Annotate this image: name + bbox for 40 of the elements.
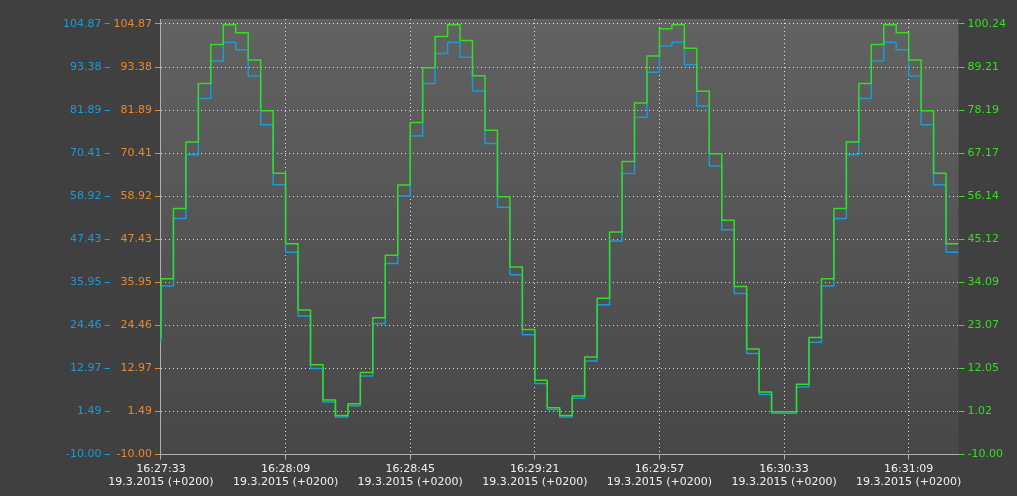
y-tick-label: 58.92 [120,189,152,203]
y2-tick-label: 89.21 [967,59,1000,73]
y3-tick-label: 93.38 [69,59,102,73]
y3-tick-label: 24.46 [69,318,102,332]
y3-tick-label: 58.92 [69,189,102,203]
y2-tick-label: 100.24 [967,16,1007,30]
y-tick-label: 70.41 [120,146,152,160]
y-tick-label: 1.49 [127,404,152,418]
x-tick-label: 16:31:09 19.3.2015 (+0200) [856,462,962,489]
y2-tick-label: 45.12 [967,232,1000,246]
x-tick-label: 16:28:09 19.3.2015 (+0200) [232,462,339,489]
y3-tick-label: 12.97 [69,361,102,375]
x-tick-label: 16:28:45 19.3.2015 (+0200) [357,462,463,489]
y-tick-label: 93.38 [120,59,152,73]
y3-tick-label: 35.95 [69,275,102,289]
y-tick-label: 24.46 [120,318,152,332]
x-tick-label: 16:27:33 19.3.2015 (+0200) [108,462,214,489]
y-tick-label: 104.87 [113,16,152,30]
y2-tick-label: 23.07 [967,318,1000,332]
y-tick-label: -10.00 [116,447,152,461]
y-tick-label: 81.89 [120,102,152,116]
y-tick-label: 35.95 [120,275,152,289]
y-tick-label: 12.97 [120,361,152,375]
y2-tick-label: 12.05 [967,361,1000,375]
y2-tick-label: 78.19 [967,102,1000,116]
y-tick-label: 47.43 [120,232,152,246]
y3-tick-label: -10.00 [66,447,102,461]
y2-tick-label: 1.02 [967,404,993,418]
y3-tick-label: 1.49 [76,404,102,418]
y3-tick-label: 70.41 [69,146,102,160]
x-tick-label: 16:30:33 19.3.2015 (+0200) [731,462,837,489]
x-tick-label: 16:29:57 19.3.2015 (+0200) [606,462,713,489]
y2-tick-label: 56.14 [967,189,1000,203]
y3-tick-label: 81.89 [69,102,102,116]
y3-tick-label: 104.87 [62,16,102,30]
y3-tick-label: 47.43 [69,232,102,246]
y2-tick-label: -10.00 [967,447,1003,461]
y2-tick-label: 34.09 [967,275,1000,289]
x-tick-label: 16:29:21 19.3.2015 (+0200) [482,462,588,489]
y2-tick-label: 67.17 [967,145,1000,159]
